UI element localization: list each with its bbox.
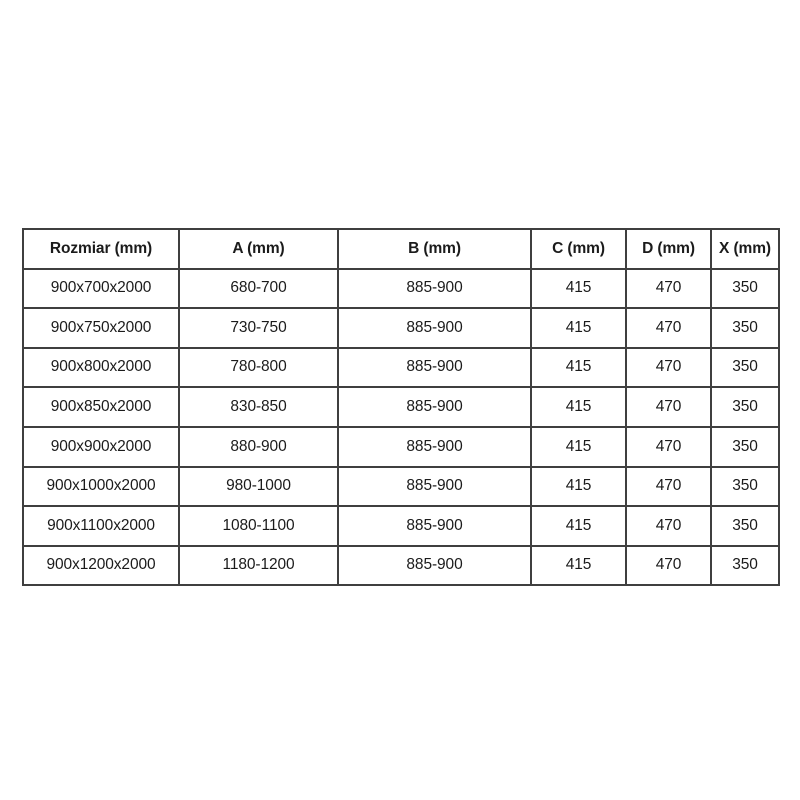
cell-d: 470	[625, 307, 712, 349]
cell-x: 350	[710, 267, 780, 310]
cell-c: 415	[530, 465, 627, 508]
cell-a: 1180-1200	[178, 544, 339, 587]
cell-a: 1080-1100	[178, 505, 339, 547]
dimensions-table-container: Rozmiar (mm) A (mm) B (mm) C (mm) D (mm)…	[22, 228, 780, 587]
cell-size: 900x1000x2000	[22, 465, 180, 508]
table-row: 900x1200x2000 1180-1200 885-900 415 470 …	[22, 544, 780, 587]
cell-b: 885-900	[337, 346, 532, 389]
cell-b: 885-900	[337, 544, 532, 587]
table-row: 900x750x2000 730-750 885-900 415 470 350	[22, 307, 780, 349]
column-header-c: C (mm)	[530, 228, 627, 270]
cell-b: 885-900	[337, 465, 532, 508]
cell-x: 350	[710, 307, 780, 349]
cell-c: 415	[530, 425, 627, 468]
column-header-b: B (mm)	[337, 228, 532, 270]
cell-size: 900x1100x2000	[22, 505, 180, 547]
cell-x: 350	[710, 465, 780, 508]
cell-size: 900x800x2000	[22, 346, 180, 389]
table-row: 900x700x2000 680-700 885-900 415 470 350	[22, 267, 780, 310]
table-header-row: Rozmiar (mm) A (mm) B (mm) C (mm) D (mm)…	[22, 228, 780, 270]
cell-size: 900x750x2000	[22, 307, 180, 349]
table-body: 900x700x2000 680-700 885-900 415 470 350…	[22, 267, 780, 587]
cell-x: 350	[710, 505, 780, 547]
cell-d: 470	[625, 505, 712, 547]
table-header: Rozmiar (mm) A (mm) B (mm) C (mm) D (mm)…	[22, 228, 780, 270]
dimensions-table: Rozmiar (mm) A (mm) B (mm) C (mm) D (mm)…	[22, 228, 780, 587]
cell-x: 350	[710, 386, 780, 428]
cell-a: 830-850	[178, 386, 339, 428]
column-header-size: Rozmiar (mm)	[22, 228, 180, 270]
cell-d: 470	[625, 346, 712, 389]
cell-c: 415	[530, 267, 627, 310]
table-row: 900x800x2000 780-800 885-900 415 470 350	[22, 346, 780, 389]
cell-a: 780-800	[178, 346, 339, 389]
cell-a: 730-750	[178, 307, 339, 349]
cell-b: 885-900	[337, 425, 532, 468]
cell-b: 885-900	[337, 267, 532, 310]
cell-d: 470	[625, 544, 712, 587]
cell-a: 980-1000	[178, 465, 339, 508]
cell-c: 415	[530, 386, 627, 428]
column-header-d: D (mm)	[625, 228, 712, 270]
cell-d: 470	[625, 386, 712, 428]
cell-x: 350	[710, 544, 780, 587]
cell-b: 885-900	[337, 307, 532, 349]
table-row: 900x1100x2000 1080-1100 885-900 415 470 …	[22, 505, 780, 547]
table-row: 900x850x2000 830-850 885-900 415 470 350	[22, 386, 780, 428]
cell-d: 470	[625, 465, 712, 508]
cell-c: 415	[530, 544, 627, 587]
table-row: 900x1000x2000 980-1000 885-900 415 470 3…	[22, 465, 780, 508]
cell-size: 900x700x2000	[22, 267, 180, 310]
table-row: 900x900x2000 880-900 885-900 415 470 350	[22, 425, 780, 468]
column-header-x: X (mm)	[710, 228, 780, 270]
cell-x: 350	[710, 425, 780, 468]
cell-d: 470	[625, 425, 712, 468]
cell-size: 900x1200x2000	[22, 544, 180, 587]
cell-c: 415	[530, 346, 627, 389]
cell-a: 880-900	[178, 425, 339, 468]
cell-d: 470	[625, 267, 712, 310]
cell-b: 885-900	[337, 505, 532, 547]
cell-size: 900x850x2000	[22, 386, 180, 428]
cell-size: 900x900x2000	[22, 425, 180, 468]
cell-a: 680-700	[178, 267, 339, 310]
cell-c: 415	[530, 307, 627, 349]
column-header-a: A (mm)	[178, 228, 339, 270]
cell-c: 415	[530, 505, 627, 547]
cell-b: 885-900	[337, 386, 532, 428]
cell-x: 350	[710, 346, 780, 389]
